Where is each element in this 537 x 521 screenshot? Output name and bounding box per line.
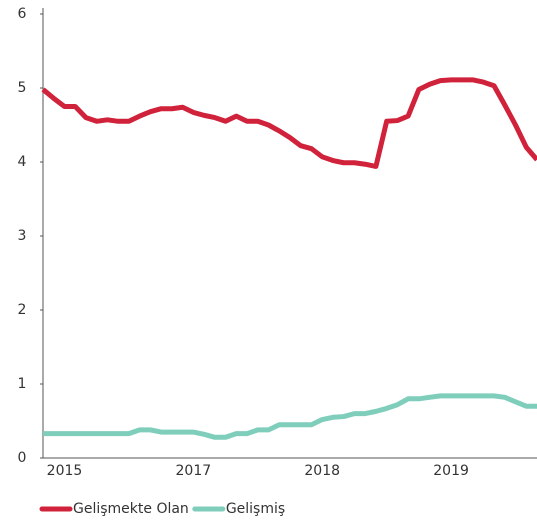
legend-label: Gelişmiş [226,501,285,517]
y-tick-label: 0 [18,450,27,466]
x-tick-label: 2019 [433,463,469,479]
y-tick-label: 6 [18,6,27,22]
y-tick-label: 1 [18,376,27,392]
line-series [41,77,537,169]
line-series [43,393,537,440]
legend-label: Gelişmekte Olan [73,501,189,517]
y-tick-label: 5 [18,80,27,96]
x-tick-label: 2015 [47,463,83,479]
y-tick-label: 4 [18,154,27,170]
x-tick-label: 2018 [304,463,340,479]
y-tick-label: 2 [18,302,27,318]
x-tick-label: 2017 [176,463,212,479]
y-tick-label: 3 [18,228,27,244]
